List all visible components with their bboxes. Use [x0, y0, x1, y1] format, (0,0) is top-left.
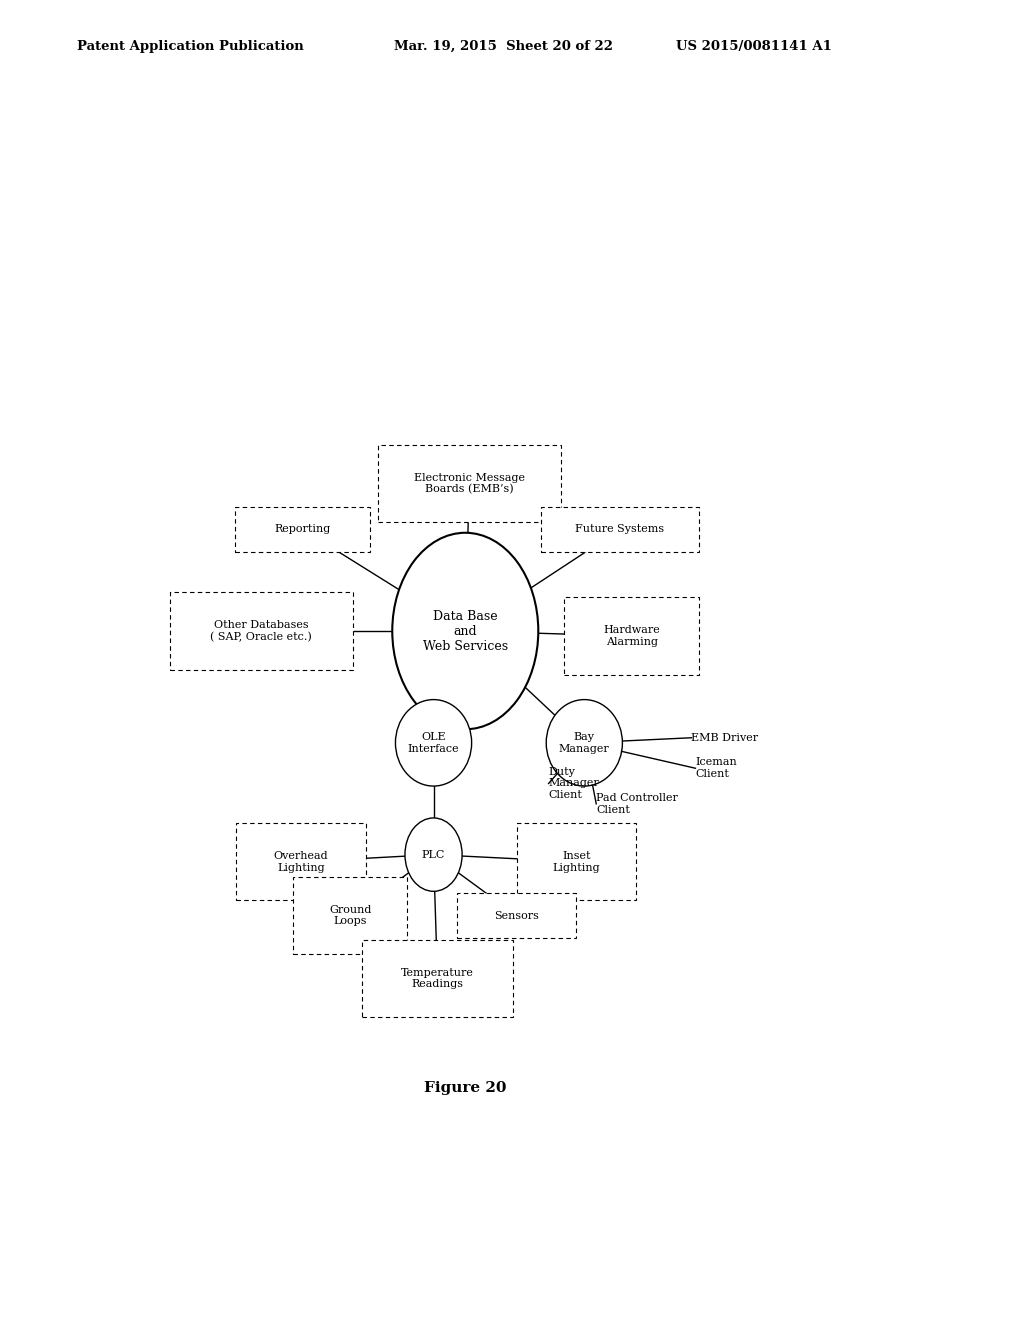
- Text: Duty
Manager
Client: Duty Manager Client: [549, 767, 599, 800]
- Text: Sensors: Sensors: [495, 911, 540, 920]
- Text: Data Base
and
Web Services: Data Base and Web Services: [423, 610, 508, 652]
- Text: Reporting: Reporting: [274, 524, 331, 535]
- Ellipse shape: [404, 818, 462, 891]
- Text: Patent Application Publication: Patent Application Publication: [77, 40, 303, 53]
- Text: Ground
Loops: Ground Loops: [329, 904, 372, 927]
- Text: Other Databases
( SAP, Oracle etc.): Other Databases ( SAP, Oracle etc.): [211, 620, 312, 642]
- Text: Future Systems: Future Systems: [575, 524, 665, 535]
- Text: EMB Driver: EMB Driver: [691, 733, 759, 743]
- Text: Electronic Message
Boards (EMB’s): Electronic Message Boards (EMB’s): [414, 473, 524, 495]
- Text: Mar. 19, 2015  Sheet 20 of 22: Mar. 19, 2015 Sheet 20 of 22: [394, 40, 613, 53]
- FancyBboxPatch shape: [564, 598, 699, 675]
- Ellipse shape: [395, 700, 472, 787]
- Text: Temperature
Readings: Temperature Readings: [401, 968, 474, 990]
- FancyBboxPatch shape: [362, 940, 513, 1018]
- FancyBboxPatch shape: [293, 876, 408, 954]
- FancyBboxPatch shape: [517, 824, 636, 900]
- FancyBboxPatch shape: [236, 507, 370, 552]
- Text: OLE
Interface: OLE Interface: [408, 733, 460, 754]
- Text: Pad Controller
Client: Pad Controller Client: [596, 793, 678, 814]
- Text: Hardware
Alarming: Hardware Alarming: [603, 626, 660, 647]
- FancyBboxPatch shape: [236, 824, 367, 900]
- FancyBboxPatch shape: [378, 445, 560, 523]
- Ellipse shape: [392, 533, 539, 729]
- Text: PLC: PLC: [422, 850, 445, 859]
- FancyBboxPatch shape: [170, 593, 352, 669]
- FancyBboxPatch shape: [541, 507, 699, 552]
- Text: Iceman
Client: Iceman Client: [695, 758, 737, 779]
- Text: Inset
Lighting: Inset Lighting: [553, 851, 600, 873]
- Text: Overhead
Lighting: Overhead Lighting: [273, 851, 329, 873]
- Text: Bay
Manager: Bay Manager: [559, 733, 609, 754]
- FancyBboxPatch shape: [458, 894, 577, 939]
- Ellipse shape: [546, 700, 623, 787]
- Text: Figure 20: Figure 20: [424, 1081, 507, 1096]
- Text: US 2015/0081141 A1: US 2015/0081141 A1: [676, 40, 831, 53]
